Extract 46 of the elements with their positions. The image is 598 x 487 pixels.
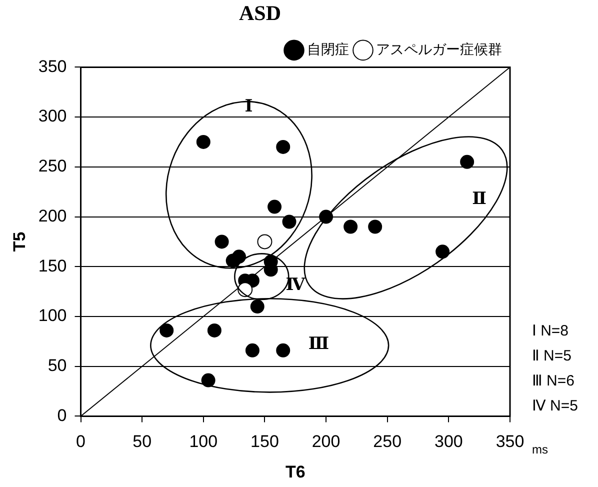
x-tick-label: 350 xyxy=(496,432,524,452)
point xyxy=(196,134,210,149)
y-axis-title: T5 xyxy=(10,232,29,252)
annotation: Ⅱ xyxy=(472,189,487,208)
x-tick-label: 300 xyxy=(434,432,463,452)
text: ms xyxy=(532,442,548,457)
point xyxy=(368,220,382,234)
annotation: Ⅲ xyxy=(308,334,330,353)
y-tick-label: 150 xyxy=(38,256,67,276)
y-tick-label: 100 xyxy=(38,306,67,326)
point xyxy=(436,244,450,259)
y-tick-label: 200 xyxy=(38,206,67,226)
text: Ⅲ N=6 xyxy=(532,372,574,390)
y-tick-label: 50 xyxy=(48,356,67,376)
point xyxy=(282,214,296,229)
y-tick-label: 250 xyxy=(38,156,67,176)
y-tick-label: 350 xyxy=(38,56,67,76)
x-tick-label: 200 xyxy=(312,432,340,452)
point xyxy=(214,234,229,249)
x-tick-label: 250 xyxy=(373,432,402,452)
point xyxy=(276,343,290,358)
point xyxy=(201,373,216,388)
text: Ⅱ N=5 xyxy=(532,347,572,364)
point xyxy=(226,254,240,268)
chart-title: ASD xyxy=(238,1,282,26)
text: Ⅰ N=8 xyxy=(532,322,569,340)
point xyxy=(276,140,290,154)
point xyxy=(460,154,474,169)
y-tick-label: 300 xyxy=(38,106,67,126)
point xyxy=(344,220,358,234)
annotation: Ⅳ xyxy=(286,274,306,294)
legend-label: アスペルガー症候群 xyxy=(376,41,502,58)
x-tick-label: 50 xyxy=(132,432,152,452)
point xyxy=(257,234,272,250)
point xyxy=(250,300,264,314)
point xyxy=(160,323,174,338)
x-tick-label: 0 xyxy=(76,432,86,452)
x-tick-label: 100 xyxy=(189,432,218,452)
point xyxy=(268,200,282,214)
text: Ⅳ N=5 xyxy=(532,397,578,414)
x-axis-title: T6 xyxy=(285,462,306,482)
y-tick-label: 0 xyxy=(57,406,67,425)
point xyxy=(207,323,222,338)
x-tick-label: 150 xyxy=(250,432,279,452)
point xyxy=(245,343,260,358)
legend-label: 自閉症 xyxy=(307,41,349,58)
